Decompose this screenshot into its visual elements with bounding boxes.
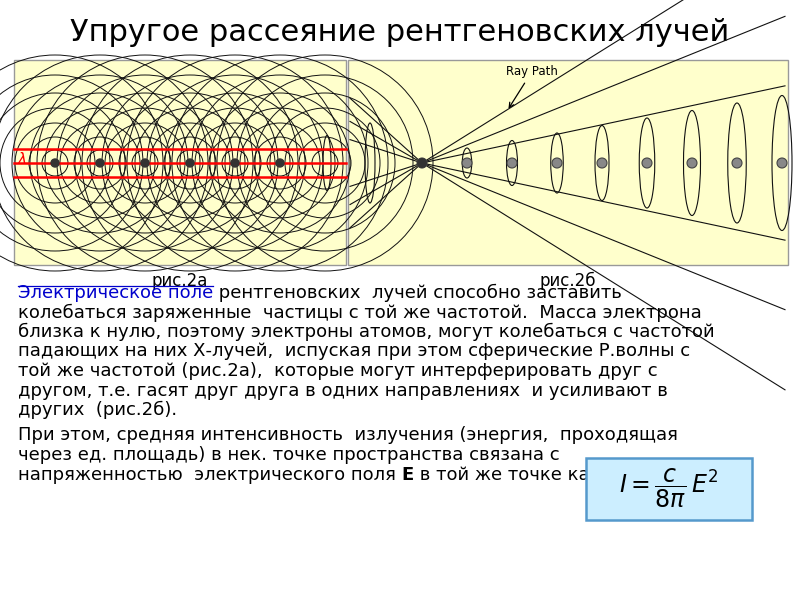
FancyBboxPatch shape <box>14 60 346 265</box>
Text: Е: Е <box>402 466 414 484</box>
Circle shape <box>231 159 239 167</box>
Circle shape <box>51 159 59 167</box>
Circle shape <box>417 158 427 168</box>
Circle shape <box>597 158 607 168</box>
Circle shape <box>96 159 104 167</box>
Circle shape <box>777 158 787 168</box>
Circle shape <box>732 158 742 168</box>
Circle shape <box>141 159 149 167</box>
Circle shape <box>507 158 517 168</box>
Text: в той же точке как:: в той же точке как: <box>414 466 606 484</box>
Text: другом, т.е. гасят друг друга в одних направлениях  и усиливают в: другом, т.е. гасят друг друга в одних на… <box>18 382 668 400</box>
Text: напряженностью  электрического поля: напряженностью электрического поля <box>18 466 402 484</box>
Text: При этом, средняя интенсивность  излучения (энергия,  проходящая: При этом, средняя интенсивность излучени… <box>18 427 678 445</box>
Circle shape <box>417 158 427 168</box>
Circle shape <box>687 158 697 168</box>
Text: рис.2б: рис.2б <box>540 272 596 290</box>
Text: колебаться заряженные  частицы с той же частотой.  Масса электрона: колебаться заряженные частицы с той же ч… <box>18 304 702 322</box>
Text: Электрическое поле: Электрическое поле <box>18 284 214 302</box>
FancyBboxPatch shape <box>348 60 788 265</box>
Circle shape <box>552 158 562 168</box>
Text: падающих на них Х-лучей,  испуская при этом сферические Р.волны с: падающих на них Х-лучей, испуская при эт… <box>18 343 690 361</box>
Text: рентгеновских  лучей способно заставить: рентгеновских лучей способно заставить <box>214 284 622 302</box>
Text: близка к нулю, поэтому электроны атомов, могут колебаться с частотой: близка к нулю, поэтому электроны атомов,… <box>18 323 714 341</box>
Circle shape <box>462 158 472 168</box>
Text: Упругое рассеяние рентгеновских лучей: Упругое рассеяние рентгеновских лучей <box>70 18 730 47</box>
Text: через ед. площадь) в нек. точке пространства связана с: через ед. площадь) в нек. точке простран… <box>18 446 560 464</box>
Text: той же частотой (рис.2а),  которые могут интерферировать друг с: той же частотой (рис.2а), которые могут … <box>18 362 658 380</box>
Text: Ray Path: Ray Path <box>506 65 558 107</box>
Circle shape <box>276 159 284 167</box>
Circle shape <box>186 159 194 167</box>
Text: λ: λ <box>18 152 27 167</box>
Circle shape <box>642 158 652 168</box>
Text: других  (рис.2б).: других (рис.2б). <box>18 401 177 419</box>
FancyBboxPatch shape <box>586 457 752 520</box>
Text: рис.2а: рис.2а <box>152 272 208 290</box>
Text: $I = \dfrac{c}{8\pi}\, E^2$: $I = \dfrac{c}{8\pi}\, E^2$ <box>619 467 718 510</box>
